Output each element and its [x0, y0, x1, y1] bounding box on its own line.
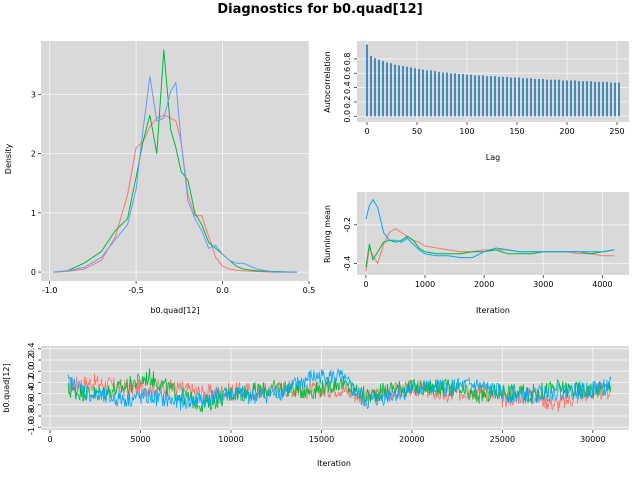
running-mean-panel: 0 1000 2000 3000 4000 -0.2 -0.4 Iteration Runn… [323, 192, 629, 315]
trace-y-tick-label: 0.0 [27, 365, 36, 378]
density-x-tick-label: -1.0 [42, 286, 58, 295]
running-mean-ticks: 0 1000 2000 3000 4000 -0.2 -0.4 [343, 217, 613, 289]
running-mean-grid [357, 192, 629, 275]
trace-y-tick-label: -0.8 [27, 408, 36, 424]
page-title: Diagnostics for b0.quad[12] [217, 2, 423, 17]
running-mean-x-tick-label: 1000 [415, 280, 435, 289]
running-mean-x-tick-label: 4000 [592, 280, 612, 289]
running-mean-x-tick-label: 3000 [533, 280, 553, 289]
density-y-tick-label: 3 [31, 90, 36, 99]
acf-y-axis-label: Autocorrelation [323, 51, 332, 113]
trace-x-tick-label: 0 [47, 435, 52, 444]
density-y-tick-label: 2 [31, 150, 36, 159]
acf-x-tick-label: 0 [364, 127, 369, 136]
running-mean-lines [365, 198, 615, 272]
trace-series-line [67, 368, 612, 413]
acf-x-axis-label: Lag [486, 153, 500, 162]
trace-lines [67, 367, 612, 413]
acf-x-tick-label: 250 [609, 127, 624, 136]
trace-x-tick-label: 25000 [490, 435, 515, 444]
acf-x-tick-label: 200 [559, 127, 574, 136]
acf-y-tick-label: 0.2 [343, 96, 352, 109]
running-mean-y-axis-label: Running mean [323, 205, 332, 263]
acf-panel: 0 50 100 150 200 250 0.00.2 0.40.60.8 Lag Autoc… [323, 41, 629, 162]
trace-panel: 0 5000 10000 15000 20000 25000 300000.40.20.0-… [2, 342, 629, 468]
trace-x-tick-label: 30000 [580, 435, 605, 444]
acf-y-tick-label: 0.6 [343, 67, 352, 80]
density-y-tick-label: 0 [31, 268, 36, 277]
acf-y-tick-label: 0.4 [343, 81, 352, 94]
acf-x-tick-label: 150 [509, 127, 524, 136]
density-lines [53, 49, 297, 273]
density-ticks: -1.0 -0.5 0.0 0.5 0 1 2 3 [31, 90, 315, 295]
trace-ticks: 0 5000 10000 15000 20000 25000 300000.40.20.0-… [27, 342, 606, 444]
density-x-tick-label: 0.0 [216, 286, 229, 295]
running-mean-y-tick-label: -0.2 [343, 217, 352, 233]
running-mean-y-tick-label: -0.4 [343, 256, 352, 272]
trace-y-tick-label: -0.6 [27, 397, 36, 413]
acf-bars [366, 44, 620, 117]
acf-y-tick-label: 0.8 [343, 53, 352, 66]
trace-y-tick-label: 0.4 [27, 342, 36, 355]
density-y-tick-label: 1 [31, 209, 36, 218]
running-mean-x-tick-label: 0 [363, 280, 368, 289]
density-series-line [53, 76, 297, 273]
density-series-line [53, 114, 297, 273]
trace-y-tick-label: -1.0 [27, 419, 36, 435]
density-panel-background [41, 41, 309, 281]
density-x-tick-label: 0.5 [303, 286, 316, 295]
trace-x-axis-label: Iteration [317, 459, 351, 468]
trace-y-axis-label: b0.quad[12] [2, 363, 11, 412]
acf-y-tick-label: 0.0 [343, 110, 352, 123]
trace-x-tick-label: 15000 [309, 435, 334, 444]
trace-x-tick-label: 10000 [218, 435, 243, 444]
running-mean-x-axis-label: Iteration [476, 306, 510, 315]
acf-x-tick-label: 50 [412, 127, 422, 136]
running-mean-x-tick-label: 2000 [474, 280, 494, 289]
acf-ticks: 0 50 100 150 200 250 0.00.2 0.40.60.8 [343, 53, 625, 136]
trace-x-tick-label: 20000 [399, 435, 424, 444]
density-series-line [53, 49, 297, 273]
trace-series-line [67, 373, 612, 413]
trace-x-tick-label: 5000 [130, 435, 150, 444]
trace-y-tick-label: -0.2 [27, 375, 36, 391]
density-panel: -1.0 -0.5 0.0 0.5 0 1 2 3 b0.quad[12] Density [4, 41, 315, 315]
acf-panel-background [357, 41, 629, 122]
density-y-axis-label: Density [4, 144, 13, 175]
running-mean-panel-background [357, 192, 629, 275]
trace-series-line [67, 367, 612, 411]
density-x-tick-label: -0.5 [128, 286, 144, 295]
density-grid [41, 41, 310, 281]
trace-y-tick-label: 0.2 [27, 354, 36, 367]
trace-y-tick-label: -0.4 [27, 386, 36, 402]
acf-x-tick-label: 100 [459, 127, 474, 136]
running-mean-series-line [365, 198, 615, 259]
density-x-axis-label: b0.quad[12] [150, 306, 199, 315]
